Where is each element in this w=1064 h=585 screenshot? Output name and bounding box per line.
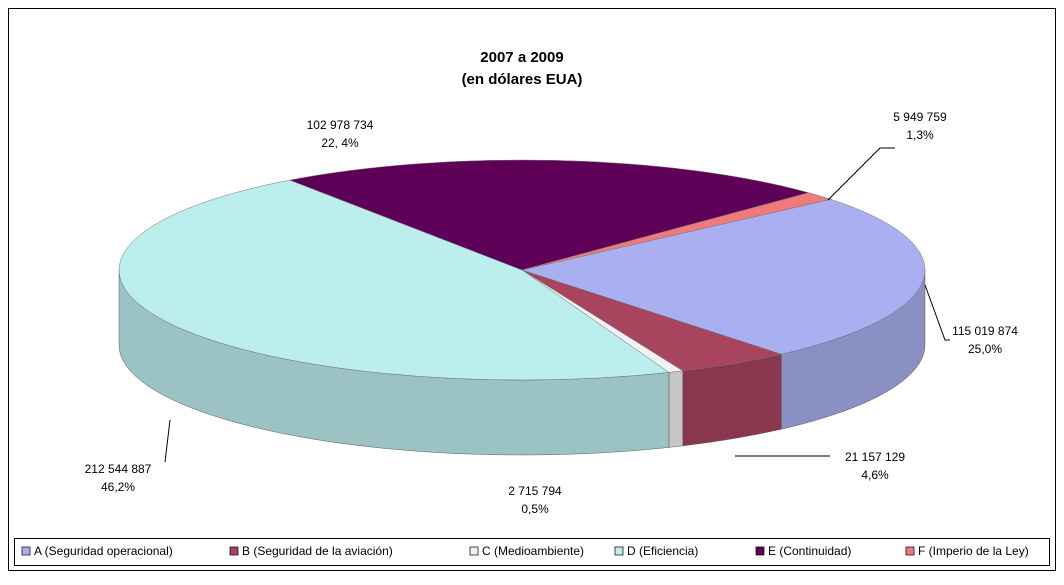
legend-label: A (Seguridad operacional) [34, 544, 173, 558]
data-label: 102 978 734 [307, 118, 374, 132]
legend-swatch [469, 546, 479, 556]
legend-swatch [755, 546, 765, 556]
data-label: 115 019 874 [952, 324, 1018, 338]
data-label: 5 949 759 [893, 110, 947, 124]
percent-label: 22, 4% [321, 136, 359, 150]
legend-label: B (Seguridad de la aviación) [242, 544, 393, 558]
leader-line [924, 284, 950, 341]
slice-side-shade [682, 354, 782, 446]
slice [521, 192, 832, 271]
percent-label: 4,6% [861, 468, 889, 482]
percent-label: 25,0% [968, 342, 1002, 356]
legend-swatch [21, 546, 31, 556]
slice [118, 179, 670, 381]
legend-swatch [229, 546, 239, 556]
legend-label: D (Eficiencia) [627, 544, 698, 558]
slice [521, 199, 926, 355]
chart-title: 2007 a 2009 [480, 49, 563, 66]
slice-side-shade [668, 370, 683, 448]
legend-label: F (Imperio de la Ley) [918, 544, 1029, 558]
data-label: 2 715 794 [508, 484, 562, 498]
data-label: 212 544 887 [85, 462, 152, 476]
leader-line [827, 147, 895, 201]
slice [288, 159, 810, 271]
slice-side-shade [119, 270, 669, 455]
legend-swatch [905, 546, 915, 556]
data-label: 21 157 129 [845, 450, 905, 464]
slice-side-shade [781, 270, 925, 430]
legend-swatch [614, 546, 624, 556]
chart-subtitle: (en dólares EUA) [462, 71, 583, 88]
legend-box [14, 538, 1050, 566]
legend-label: E (Continuidad) [768, 544, 851, 558]
leader-line [164, 419, 171, 463]
percent-label: 46,2% [101, 480, 135, 494]
percent-label: 0,5% [521, 502, 549, 516]
percent-label: 1,3% [906, 128, 934, 142]
legend-label: C (Medioambiente) [482, 544, 584, 558]
